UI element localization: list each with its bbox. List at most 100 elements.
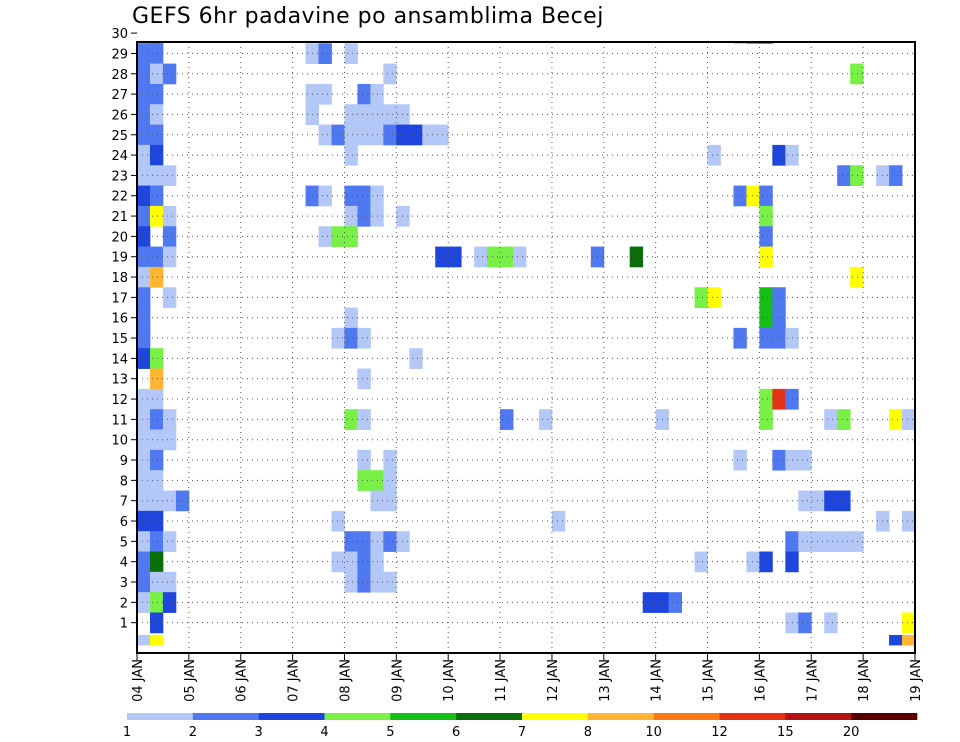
- heatmap-cell: [357, 124, 371, 146]
- heatmap-cell: [149, 470, 164, 491]
- y-tick-label: 14: [111, 352, 128, 367]
- heatmap-cell: [149, 83, 164, 105]
- x-tick-label: 18 JAN: [857, 659, 872, 702]
- colorbar-label: 12: [711, 725, 728, 740]
- heatmap-cell: [149, 205, 164, 227]
- heatmap-cell: [137, 449, 151, 471]
- heatmap-cell: [448, 246, 462, 268]
- heatmap-cell: [137, 635, 151, 646]
- y-tick-label: 25: [111, 129, 128, 144]
- heatmap-cell: [344, 43, 358, 64]
- colorbar-swatch: [851, 713, 918, 720]
- heatmap-cell: [137, 165, 151, 186]
- heatmap-cell: [707, 144, 721, 166]
- heatmap-cell: [137, 409, 151, 430]
- heatmap-cell: [798, 449, 812, 471]
- x-tick-label: 12 JAN: [546, 659, 561, 702]
- heatmap-cell: [902, 612, 916, 634]
- heatmap-cell: [162, 287, 177, 308]
- heatmap-cell: [344, 104, 358, 125]
- heatmap-cell: [149, 449, 164, 471]
- heatmap-cell: [733, 185, 747, 207]
- heatmap-cell: [149, 510, 164, 532]
- y-tick-label: 10: [111, 434, 128, 449]
- heatmap-cell: [344, 205, 358, 227]
- colorbar-label: 7: [518, 725, 526, 740]
- heatmap-cell: [396, 124, 410, 146]
- x-tick-label: 14 JAN: [650, 659, 665, 702]
- heatmap-cell: [162, 592, 177, 613]
- heatmap-cell: [668, 592, 682, 613]
- heatmap-cell: [357, 368, 371, 390]
- heatmap-cell: [344, 185, 358, 207]
- heatmap-cell: [500, 409, 514, 430]
- y-tick-label: 29: [111, 47, 128, 62]
- colorbar-label: 10: [645, 725, 662, 740]
- y-tick-label: 8: [120, 474, 128, 489]
- heatmap-cell: [383, 490, 397, 512]
- heatmap-cell: [149, 104, 164, 125]
- heatmap-cell: [357, 104, 371, 125]
- x-axis: 04 JAN 05 JAN 06 JAN 07 JAN 08 JAN 09 JAN 10 J…: [131, 653, 924, 702]
- heatmap-cell: [837, 531, 851, 552]
- heatmap-cell: [798, 490, 812, 512]
- heatmap-cell: [137, 83, 151, 105]
- y-tick-label: 2: [120, 596, 128, 611]
- heatmap-cell: [733, 449, 747, 471]
- heatmap-cell: [137, 144, 151, 166]
- heatmap-cell: [850, 63, 864, 85]
- colorbar-label: 5: [386, 725, 394, 740]
- y-tick-label: 30: [111, 27, 128, 42]
- heatmap-cell: [409, 348, 423, 369]
- heatmap-cell: [149, 388, 164, 410]
- heatmap-cell: [162, 409, 177, 430]
- colorbar-swatch: [324, 713, 391, 720]
- heatmap-cell: [344, 327, 358, 349]
- heatmap-cell: [137, 551, 151, 573]
- colorbar-swatch: [390, 713, 457, 720]
- heatmap-cell: [149, 266, 164, 288]
- heatmap-cell: [137, 470, 151, 491]
- heatmap-cell: [149, 368, 164, 390]
- heatmap-cell: [850, 531, 864, 552]
- heatmap-cell: [824, 409, 838, 430]
- colorbar-label: 8: [584, 725, 592, 740]
- heatmap-cell: [383, 571, 397, 593]
- y-axis: 1234567891011121314151617181920212223242…: [111, 27, 137, 632]
- heatmap-cell: [629, 246, 644, 268]
- y-tick-label: 6: [120, 515, 128, 530]
- colorbar-swatch: [258, 713, 325, 720]
- chart-title: GEFS 6hr padavine po ansamblima Becej: [132, 4, 604, 29]
- heatmap-cell: [149, 592, 164, 613]
- heatmap-cell: [331, 551, 345, 573]
- heatmap-cell: [500, 246, 514, 268]
- y-tick-label: 28: [111, 68, 128, 83]
- heatmap-cell: [889, 165, 903, 186]
- heatmap-cell: [357, 531, 371, 552]
- x-tick-label: 04 JAN: [131, 659, 146, 702]
- heatmap-cell: [694, 551, 708, 573]
- heatmap-cell: [642, 592, 657, 613]
- heatmap-cell: [435, 124, 449, 146]
- heatmap-cell: [889, 635, 903, 646]
- heatmap-cell: [137, 531, 151, 552]
- heatmap-cells: [137, 42, 916, 646]
- heatmap-cell: [772, 327, 786, 349]
- heatmap-cell: [759, 185, 773, 207]
- y-tick-label: 9: [120, 454, 128, 469]
- heatmap-cell: [149, 571, 164, 593]
- x-tick-label: 08 JAN: [338, 659, 353, 702]
- heatmap-cell: [149, 409, 164, 430]
- grid-lines: [137, 42, 915, 653]
- x-tick-label: 16 JAN: [753, 659, 768, 702]
- heatmap-cell: [383, 449, 397, 471]
- y-tick-label: 24: [111, 149, 128, 164]
- heatmap-cell: [396, 205, 410, 227]
- heatmap-cell: [137, 266, 151, 288]
- heatmap-cell: [149, 43, 164, 64]
- heatmap-cell: [772, 307, 786, 329]
- heatmap-cell: [149, 165, 164, 186]
- heatmap-cell: [357, 409, 371, 430]
- heatmap-cell: [551, 510, 566, 532]
